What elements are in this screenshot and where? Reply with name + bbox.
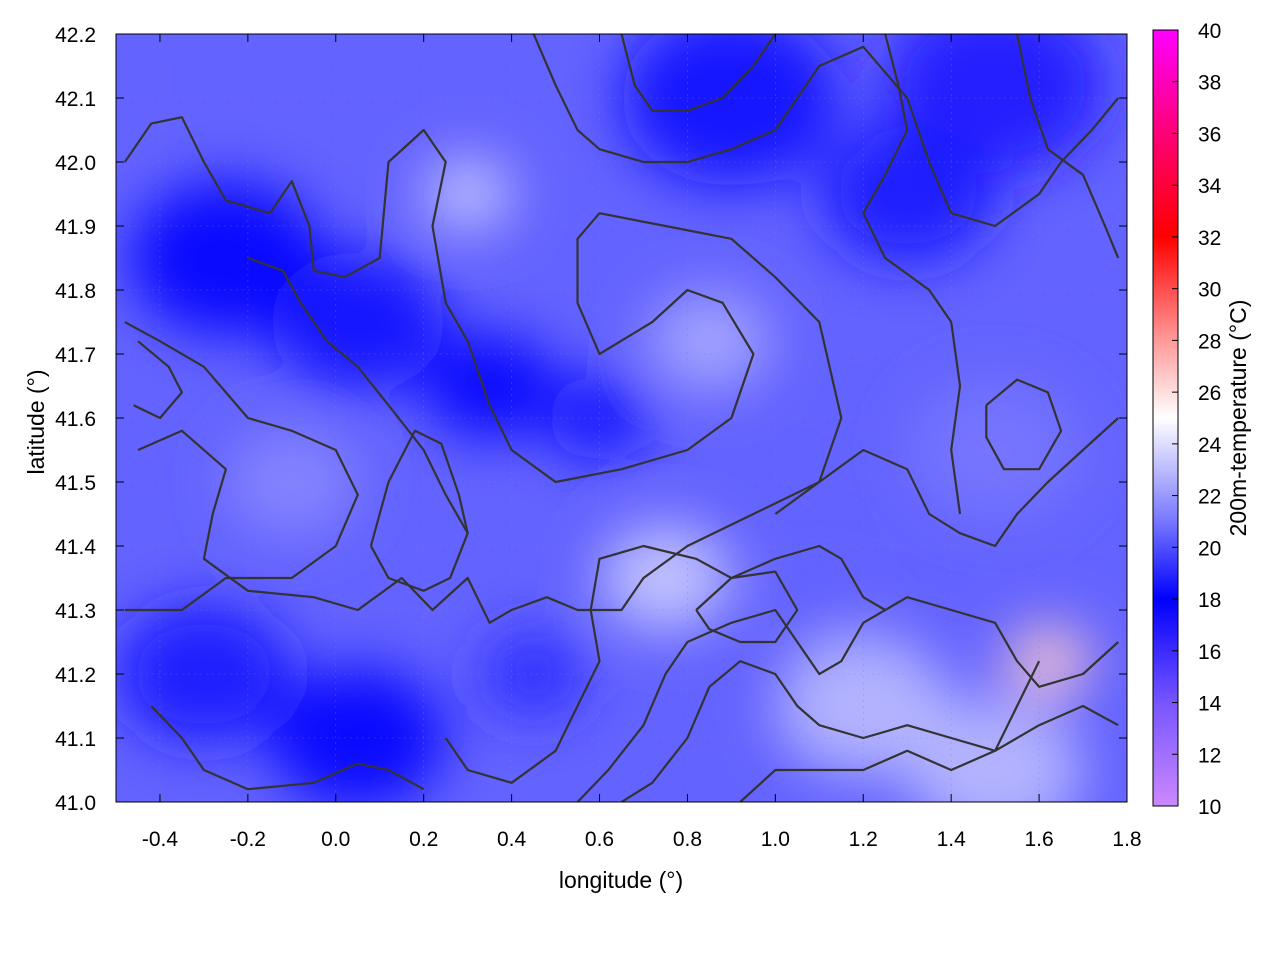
colorbar-tick-label: 16 xyxy=(1198,641,1221,664)
x-tick-label: 0.4 xyxy=(497,828,527,851)
y-tick-label: 41.1 xyxy=(55,728,96,751)
colorbar-tick-label: 20 xyxy=(1198,537,1221,560)
y-tick-label: 41.6 xyxy=(55,408,96,431)
y-tick-label: 41.8 xyxy=(55,280,96,303)
y-tick-label: 42.0 xyxy=(55,152,96,175)
contour-line xyxy=(862,34,962,515)
x-axis-label: longitude (°) xyxy=(559,867,683,893)
contour-line xyxy=(739,660,1041,802)
colorbar-tick-label: 24 xyxy=(1198,434,1222,457)
colorbar-tick-label: 38 xyxy=(1198,72,1221,95)
y-tick-label: 41.5 xyxy=(55,472,96,495)
colorbar-tick-label: 10 xyxy=(1198,796,1221,819)
colorbar-tick-label: 14 xyxy=(1198,693,1222,716)
y-tick-label: 41.2 xyxy=(55,664,96,687)
colorbar-tick-label: 36 xyxy=(1198,123,1221,146)
colorbar-tick-label: 30 xyxy=(1198,279,1221,302)
colorbar: 10 12 14 16 18 20 22 24 26 28 30 32 34 36 38 40 200m-te… xyxy=(1152,20,1251,819)
x-tick-label: -0.4 xyxy=(142,828,179,851)
y-tick-label: 41.0 xyxy=(55,792,96,815)
heatmap-cell xyxy=(129,180,323,336)
x-tick-label: 1.8 xyxy=(1112,828,1141,851)
y-tick-label: 41.9 xyxy=(55,216,96,239)
contour-line xyxy=(123,116,843,515)
heatmap-cell xyxy=(907,379,1084,521)
heatmap-cell xyxy=(423,158,512,230)
colorbar-tick-label: 28 xyxy=(1198,330,1221,353)
x-tick-label: 0.6 xyxy=(585,828,614,851)
colorbar-gradient xyxy=(1152,29,1179,807)
x-tick-label: 1.2 xyxy=(849,828,878,851)
x-tick-label: 0.2 xyxy=(409,828,438,851)
colorbar-tick-label: 32 xyxy=(1198,227,1221,250)
colorbar-tick-label: 34 xyxy=(1198,175,1222,198)
contour-line xyxy=(576,596,1119,802)
contour-line xyxy=(1016,34,1120,259)
heatmap-field xyxy=(116,34,1105,802)
heatmap-cell xyxy=(269,667,446,802)
colorbar-tick-label: 22 xyxy=(1198,486,1221,509)
contour-line xyxy=(133,340,183,420)
heatmap-cell xyxy=(647,291,771,391)
contour-lines xyxy=(123,34,1120,802)
heatmap-cell xyxy=(621,34,842,186)
contour-line xyxy=(369,429,469,592)
heatmap-cell xyxy=(907,699,1084,802)
heatmap-cell xyxy=(819,123,996,265)
contour-line xyxy=(444,544,886,784)
colorbar-tick-label: 18 xyxy=(1198,589,1221,612)
contour-line xyxy=(620,660,1119,802)
plot-area xyxy=(116,34,1127,802)
heatmap-cell xyxy=(480,631,587,717)
y-axis-label: latitude (°) xyxy=(23,369,49,474)
contour-line xyxy=(985,378,1063,471)
y-tick-label: 41.3 xyxy=(55,600,96,623)
heatmap-cell xyxy=(116,603,292,745)
colorbar-tick-label: 12 xyxy=(1198,744,1221,767)
heatmap-cell xyxy=(423,333,556,439)
heatmap-cell xyxy=(599,525,732,631)
colorbar-label: 200m-temperature (°C) xyxy=(1225,300,1251,537)
heatmap-cell xyxy=(269,251,446,393)
colorbar-tick-label: 40 xyxy=(1198,20,1221,43)
contour-line xyxy=(532,34,1120,228)
x-tick-label: 1.6 xyxy=(1024,828,1053,851)
y-tick-label: 41.4 xyxy=(55,536,96,559)
x-tick-label: 0.0 xyxy=(321,828,350,851)
y-tick-label: 42.2 xyxy=(55,24,96,47)
y-tick-label: 42.1 xyxy=(55,88,96,111)
contour-line xyxy=(247,256,469,534)
colorbar-ticks: 10 12 14 16 18 20 22 24 26 28 30 32 34 36 38 40 xyxy=(1172,20,1222,819)
contour-line xyxy=(150,705,425,791)
contour-line xyxy=(620,34,777,112)
x-tick-label: -0.2 xyxy=(230,828,266,851)
x-axis-ticks: -0.4 -0.2 0.0 0.2 0.4 0.6 0.8 1.0 1.2 1.4 1.6 1.8 xyxy=(142,34,1142,851)
contour-line xyxy=(695,570,799,644)
x-tick-label: 1.4 xyxy=(937,828,967,851)
colorbar-tick-label: 26 xyxy=(1198,382,1221,405)
y-tick-label: 41.7 xyxy=(55,344,96,367)
y-axis-ticks: 41.0 41.1 41.2 41.3 41.4 41.5 41.6 41.7 41.8 41.9… xyxy=(55,24,1127,815)
x-tick-label: 1.0 xyxy=(761,828,790,851)
contour-line xyxy=(137,417,1119,624)
contour-line xyxy=(124,321,359,612)
x-tick-label: 0.8 xyxy=(673,828,702,851)
